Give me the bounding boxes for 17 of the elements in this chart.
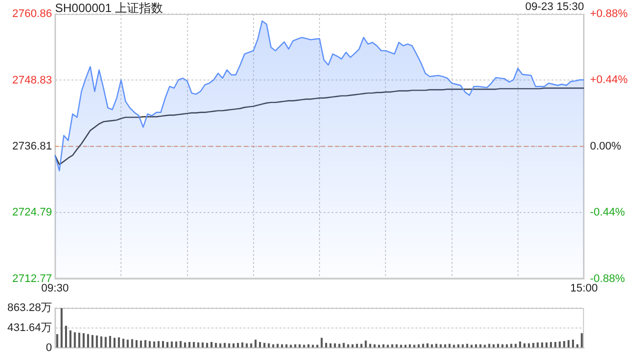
x-tick-label: 15:00 [570,282,598,294]
y2-tick-label: -0.88% [590,272,626,285]
x-tick-label: 09:30 [41,282,69,294]
y2-tick-label: +0.88% [590,8,628,20]
y-tick-label: 2760.86 [12,8,52,20]
y2-tick-label: 0.00% [590,140,622,152]
y-tick-label: 2736.81 [12,140,52,152]
y-tick-label: 2712.77 [12,272,52,285]
y-tick-label: 2748.83 [12,74,52,86]
y2-tick-label: -0.44% [590,206,626,219]
y-tick-label: 0 [46,342,52,354]
y-tick-label: 863.28万 [7,302,52,314]
y2-tick-label: +0.44% [590,74,628,86]
chart-subtitle: 09-23 15:30 [525,1,584,13]
y-tick-label: 2724.79 [12,206,52,219]
chart-title: SH000001 上证指数 [55,0,164,17]
y-tick-label: 431.64万 [7,322,52,334]
